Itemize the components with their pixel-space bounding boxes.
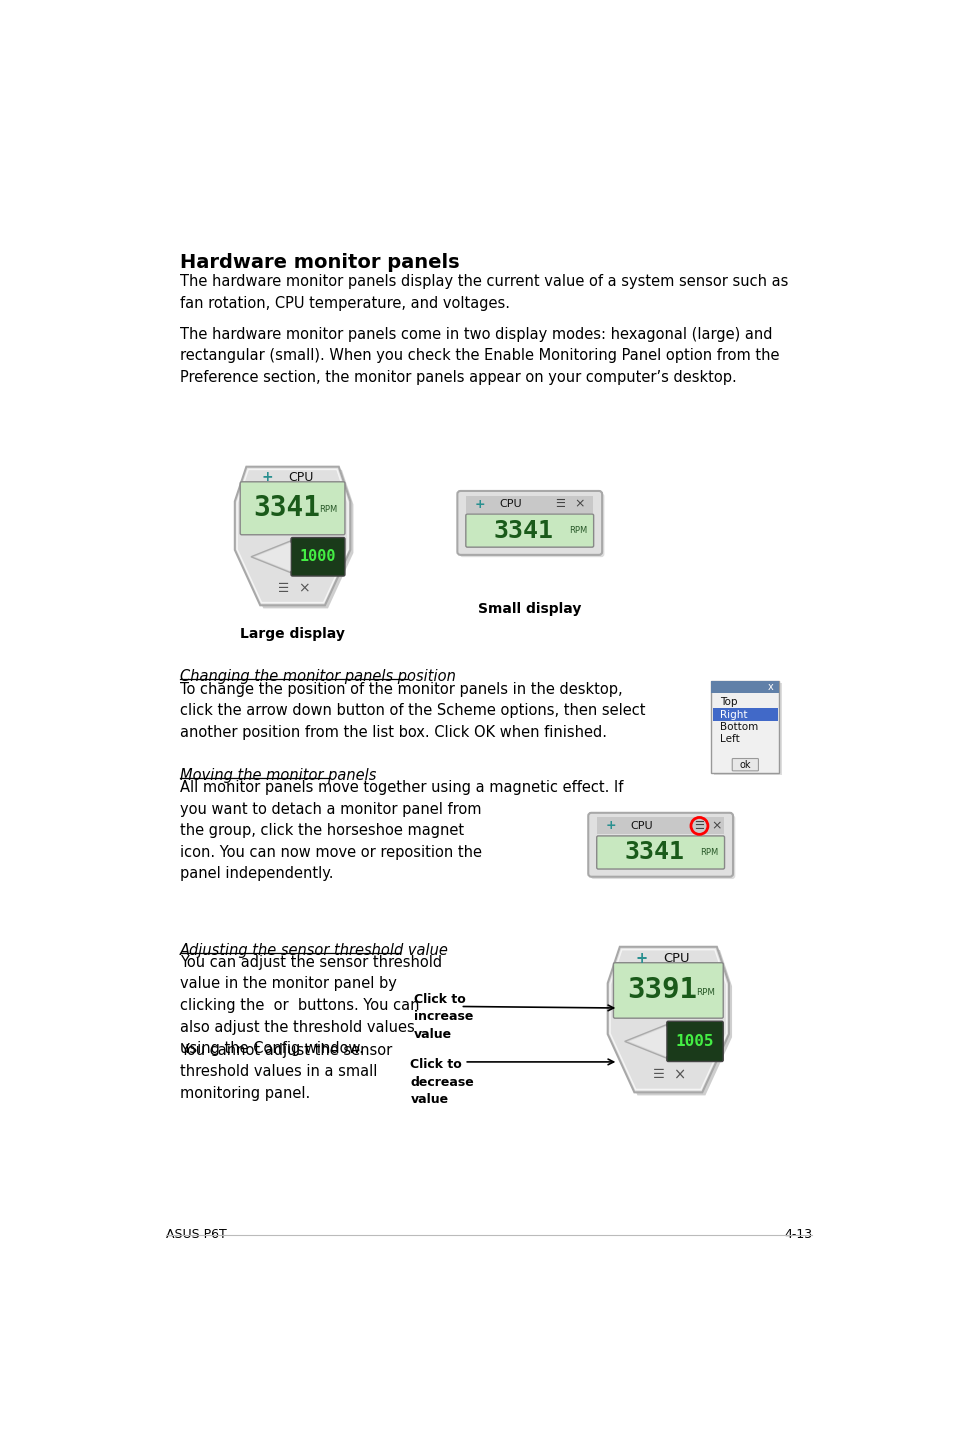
FancyBboxPatch shape [588, 812, 732, 877]
Polygon shape [607, 946, 728, 1093]
FancyBboxPatch shape [711, 680, 779, 774]
Text: 3391: 3391 [626, 976, 697, 1005]
Polygon shape [624, 1024, 668, 1058]
FancyBboxPatch shape [713, 683, 781, 775]
Text: Moving the monitor panels: Moving the monitor panels [180, 768, 376, 782]
Text: ASUS P6T: ASUS P6T [166, 1228, 226, 1241]
FancyBboxPatch shape [596, 835, 723, 869]
Polygon shape [234, 467, 350, 605]
Text: RPM: RPM [569, 526, 587, 535]
Text: +: + [605, 820, 616, 833]
Text: +: + [635, 951, 647, 965]
Text: 1005: 1005 [675, 1034, 714, 1048]
Text: ☰: ☰ [277, 582, 289, 595]
FancyBboxPatch shape [459, 493, 604, 557]
FancyBboxPatch shape [240, 482, 345, 535]
Text: ×: × [574, 498, 584, 510]
Text: Large display: Large display [240, 627, 345, 641]
FancyBboxPatch shape [597, 817, 723, 834]
Text: ×: × [710, 820, 720, 833]
FancyBboxPatch shape [711, 680, 779, 693]
FancyBboxPatch shape [732, 758, 758, 771]
Text: Adjusting the sensor threshold value: Adjusting the sensor threshold value [180, 942, 449, 958]
Text: ☰: ☰ [694, 821, 703, 831]
FancyBboxPatch shape [613, 962, 722, 1018]
Text: 3341: 3341 [493, 519, 553, 542]
Text: Top: Top [719, 697, 737, 707]
Text: x: x [767, 682, 773, 692]
Polygon shape [254, 542, 291, 571]
Text: Changing the monitor panels position: Changing the monitor panels position [180, 669, 456, 684]
Text: RPM: RPM [700, 848, 718, 857]
Text: CPU: CPU [662, 952, 689, 965]
Text: 1000: 1000 [299, 549, 335, 564]
Text: Left: Left [719, 735, 739, 745]
Text: Right: Right [719, 709, 746, 719]
Text: You cannot adjust the sensor
threshold values in a small
monitoring panel.: You cannot adjust the sensor threshold v… [180, 1043, 392, 1102]
Text: Bottom: Bottom [719, 722, 757, 732]
Text: All monitor panels move together using a magnetic effect. If
you want to detach : All monitor panels move together using a… [180, 779, 623, 881]
Text: Click to
decrease
value: Click to decrease value [410, 1058, 474, 1106]
Text: CPU: CPU [498, 499, 521, 509]
Polygon shape [610, 951, 731, 1096]
Text: CPU: CPU [630, 821, 652, 831]
Text: ×: × [298, 581, 310, 595]
Text: 4-13: 4-13 [783, 1228, 811, 1241]
Text: +: + [474, 498, 485, 510]
Text: 3341: 3341 [624, 840, 683, 864]
FancyBboxPatch shape [590, 815, 735, 879]
Text: ×: × [674, 1067, 686, 1083]
Text: Small display: Small display [477, 603, 580, 617]
Text: RPM: RPM [318, 505, 336, 515]
Text: RPM: RPM [696, 988, 715, 997]
Text: To change the position of the monitor panels in the desktop,
click the arrow dow: To change the position of the monitor pa… [180, 682, 645, 739]
Polygon shape [237, 470, 353, 608]
Text: CPU: CPU [288, 472, 313, 485]
Polygon shape [251, 541, 293, 574]
Text: ok: ok [739, 759, 750, 769]
FancyBboxPatch shape [291, 538, 345, 577]
Text: +: + [261, 470, 273, 485]
FancyBboxPatch shape [712, 709, 777, 720]
FancyBboxPatch shape [465, 496, 593, 512]
Polygon shape [628, 1027, 665, 1057]
Text: ☰: ☰ [555, 499, 564, 509]
Text: 3341: 3341 [253, 495, 319, 522]
Text: ☰: ☰ [652, 1068, 664, 1081]
Text: Hardware monitor panels: Hardware monitor panels [180, 253, 459, 272]
FancyBboxPatch shape [456, 490, 601, 555]
FancyBboxPatch shape [666, 1021, 722, 1061]
Text: The hardware monitor panels display the current value of a system sensor such as: The hardware monitor panels display the … [180, 275, 788, 311]
Text: You can adjust the sensor threshold
value in the monitor panel by
clicking the  : You can adjust the sensor threshold valu… [180, 955, 442, 1057]
Text: Click to
increase
value: Click to increase value [414, 992, 473, 1041]
Text: The hardware monitor panels come in two display modes: hexagonal (large) and
rec: The hardware monitor panels come in two … [180, 326, 779, 385]
FancyBboxPatch shape [465, 513, 593, 548]
